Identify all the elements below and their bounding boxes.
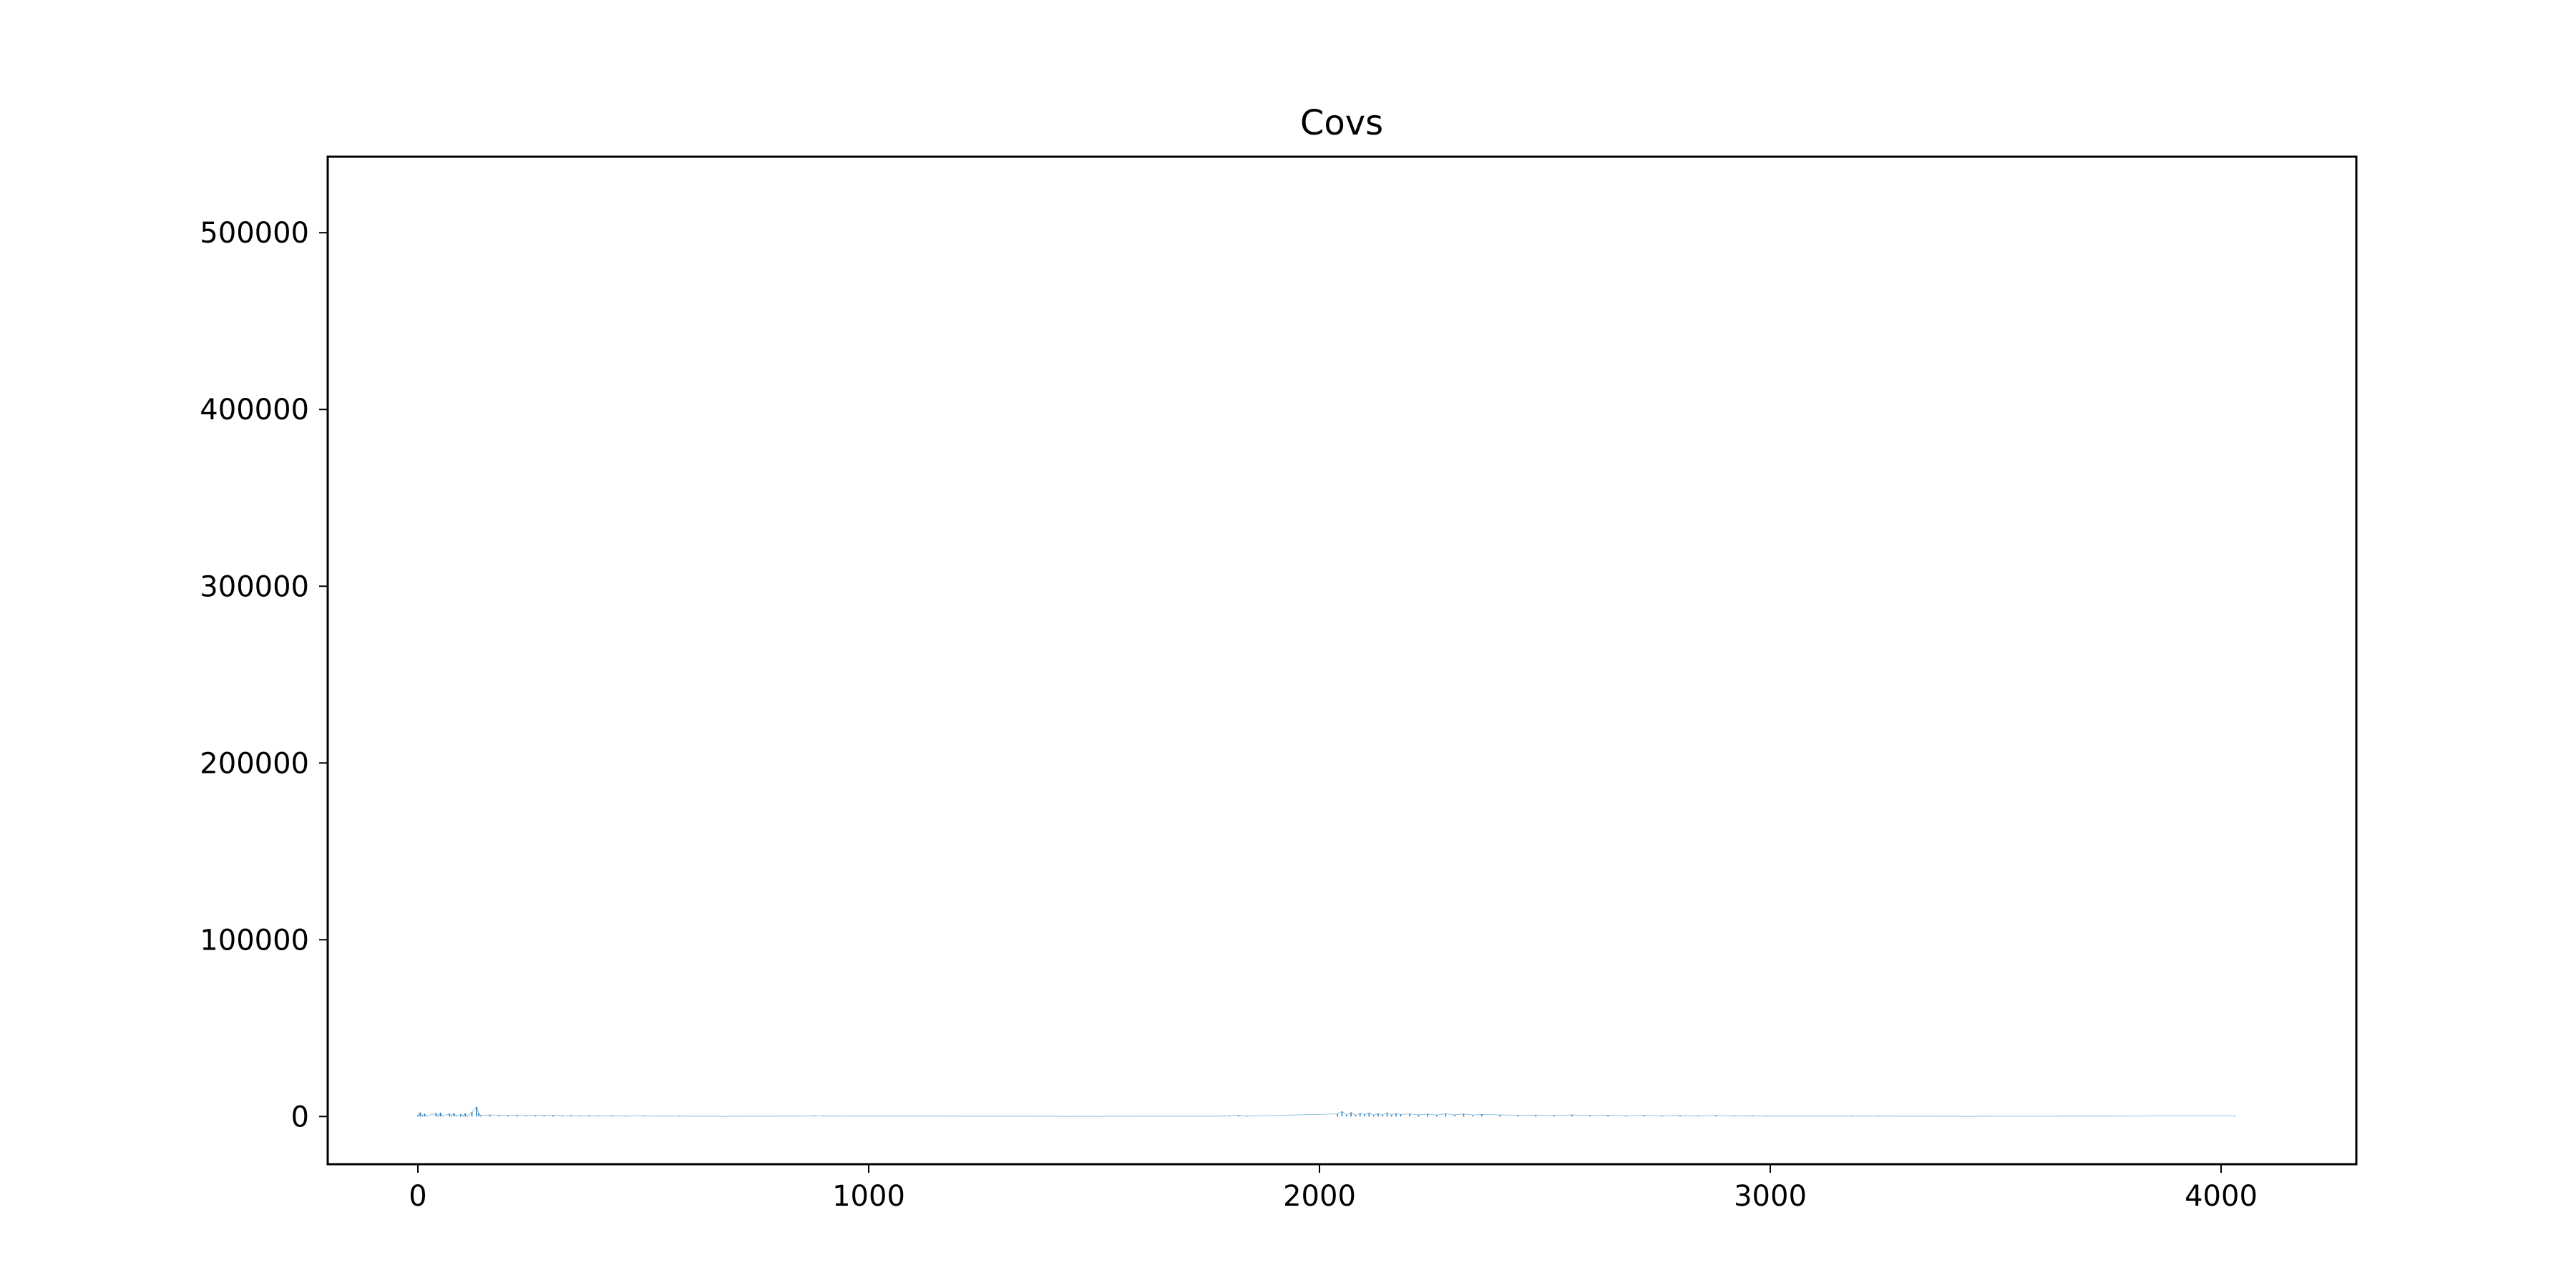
x-tick-label: 3000	[1734, 1180, 1807, 1213]
y-tick-label: 500000	[200, 217, 309, 250]
y-tick-label: 400000	[200, 394, 309, 426]
series-line	[417, 1106, 2235, 1117]
y-tick-label: 0	[291, 1101, 309, 1133]
x-tick-label: 1000	[832, 1180, 905, 1213]
x-tick-label: 0	[409, 1180, 426, 1213]
axes: 0 1000 2000 3000 4000 0 100000 200000 300000 4000…	[200, 217, 2258, 1213]
plot-area	[417, 1106, 2235, 1117]
x-tick-label: 2000	[1283, 1180, 1356, 1213]
y-tick-label: 300000	[200, 570, 309, 603]
chart-title: Covs	[1300, 103, 1383, 143]
y-tick-label: 100000	[200, 924, 309, 957]
x-tick-label: 4000	[2185, 1180, 2258, 1213]
y-tick-label: 200000	[200, 747, 309, 780]
plot-frame	[326, 155, 2358, 1166]
series-0	[417, 1106, 2235, 1117]
